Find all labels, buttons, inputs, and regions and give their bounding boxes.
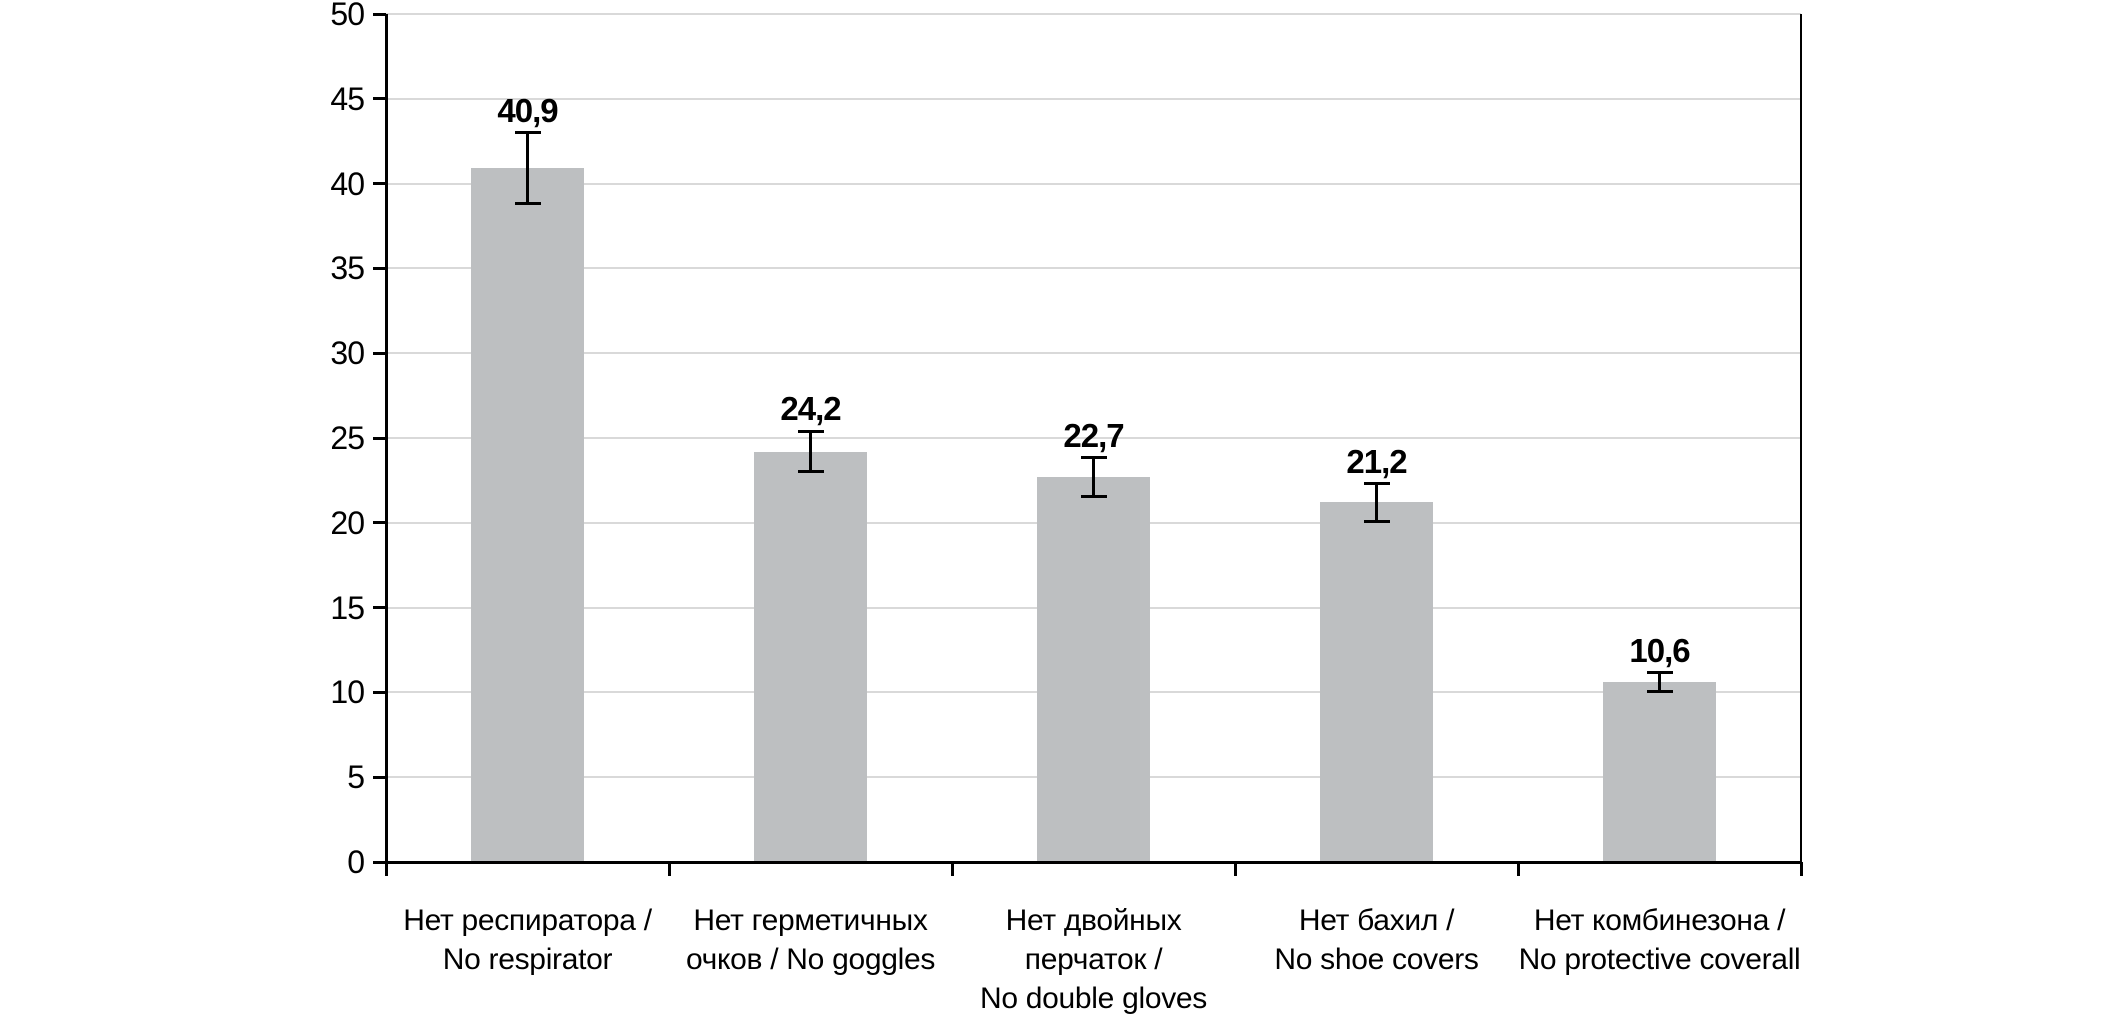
error-bar-top-cap	[1363, 482, 1390, 486]
x-category-label-line: Нет бахил /	[1298, 904, 1455, 937]
y-tick-mark	[373, 436, 386, 440]
y-tick-label: 0	[347, 844, 365, 880]
x-category-label-line: перчаток /	[1024, 943, 1163, 976]
x-category-label-line: Нет комбинезона /	[1533, 904, 1786, 937]
y-tick-label: 5	[347, 759, 365, 796]
y-tick-mark	[373, 97, 386, 101]
bar	[1603, 682, 1716, 862]
y-gridline	[386, 97, 1801, 100]
y-tick-label: 50	[330, 0, 365, 32]
bar	[754, 451, 867, 862]
x-tick-mark	[1516, 862, 1520, 876]
y-tick-mark	[373, 690, 386, 694]
y-tick-label: 25	[330, 420, 365, 456]
error-bar-bottom-cap	[1363, 519, 1390, 523]
y-gridline	[386, 437, 1801, 439]
y-axis-line	[384, 14, 388, 876]
error-bar-line	[1658, 672, 1661, 692]
y-tick-label: 35	[330, 250, 365, 287]
error-bar-top-cap	[797, 429, 824, 433]
value-label: 24,2	[780, 390, 841, 428]
x-tick-mark	[667, 862, 671, 876]
error-bar-line	[809, 431, 812, 472]
value-label: 10,6	[1629, 631, 1690, 669]
y-tick-label: 45	[330, 80, 365, 117]
x-category-label-line: No protective coverall	[1518, 943, 1801, 976]
y-tick-mark	[373, 182, 386, 186]
x-axis-line	[386, 860, 1802, 864]
plot-right-border	[1800, 14, 1802, 876]
x-tick-mark	[1233, 862, 1237, 876]
error-bar-line	[526, 132, 529, 204]
error-bar-top-cap	[1080, 456, 1107, 459]
error-bar-top-cap	[1646, 671, 1673, 675]
error-bar-line	[1092, 457, 1095, 497]
x-category-label: Нет респиратора / No respirator	[348, 901, 708, 979]
error-bar-bottom-cap	[1646, 690, 1673, 694]
bar	[471, 168, 584, 862]
x-category-label: Нет герметичных очков / No goggles	[631, 901, 991, 979]
y-tick-mark	[373, 351, 386, 355]
y-tick-mark	[373, 775, 386, 779]
y-tick-label: 15	[330, 589, 365, 626]
error-bar-top-cap	[514, 131, 541, 135]
y-tick-label: 30	[330, 335, 365, 372]
y-tick-label: 10	[330, 674, 365, 711]
value-label: 40,9	[497, 91, 558, 129]
error-bar-bottom-cap	[797, 470, 824, 474]
bar	[1320, 502, 1433, 862]
y-gridline	[386, 352, 1801, 355]
y-gridline	[386, 182, 1801, 185]
value-label: 22,7	[1063, 416, 1124, 454]
y-tick-mark	[373, 860, 386, 864]
x-category-label-line: Нет герметичных	[693, 904, 928, 937]
x-category-label-line: Нет двойных	[1005, 904, 1182, 937]
error-bar-line	[1375, 483, 1378, 522]
x-category-label-line: No double gloves	[979, 982, 1208, 1015]
x-category-label-line: Нет респиратора /	[403, 904, 652, 937]
y-tick-mark	[373, 521, 386, 525]
y-tick-mark	[373, 606, 386, 610]
x-category-label: Нет двойных перчаток / No double gloves	[914, 901, 1274, 1018]
y-tick-mark	[373, 266, 386, 270]
x-category-label-line: очков / No goggles	[685, 943, 936, 976]
x-category-label: Нет бахил / No shoe covers	[1197, 901, 1557, 979]
x-category-label-line: No shoe covers	[1274, 943, 1479, 976]
y-tick-label: 20	[330, 504, 365, 541]
x-category-label-line: No respirator	[442, 943, 613, 976]
value-label: 21,2	[1346, 442, 1407, 480]
y-tick-mark	[373, 12, 386, 16]
error-bar-bottom-cap	[514, 202, 541, 206]
y-tick-label: 40	[330, 165, 365, 202]
x-tick-mark	[950, 862, 954, 876]
bar	[1037, 477, 1150, 862]
error-bar-bottom-cap	[1080, 495, 1107, 498]
y-gridline	[386, 13, 1801, 15]
y-gridline	[386, 267, 1801, 270]
x-category-label: Нет комбинезона / No protective coverall	[1480, 901, 1840, 979]
